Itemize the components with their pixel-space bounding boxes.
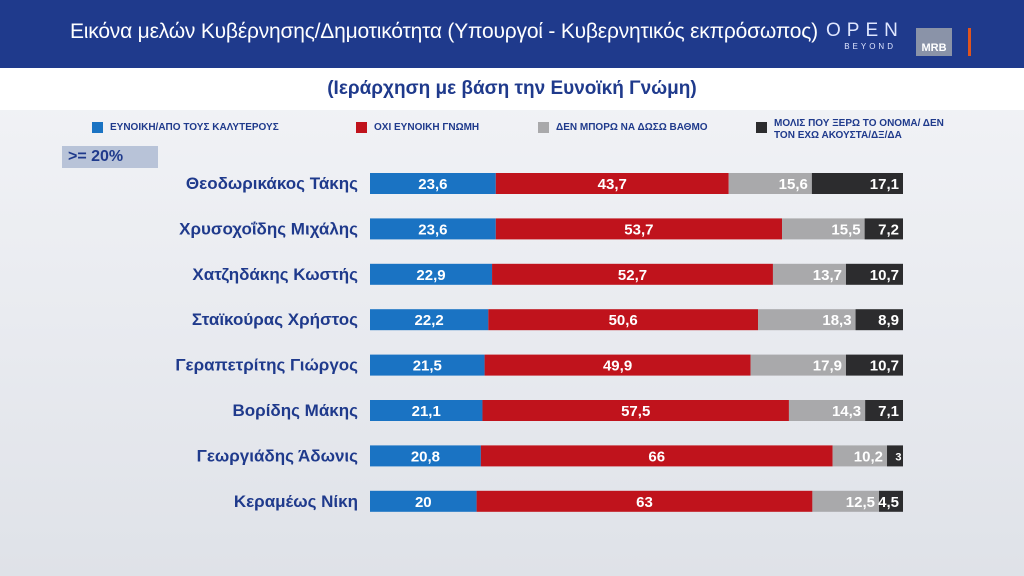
- bar-segment-cannot-rate: [750, 354, 846, 376]
- subtitle-bar: (Ιεράρχηση με βάση την Ευνοϊκή Γνώμη): [0, 68, 1024, 110]
- data-label-cannot-rate: 14,3: [832, 403, 861, 420]
- data-label-cannot-rate: 15,5: [831, 221, 860, 238]
- row-label: Βορίδης Μάκης: [233, 401, 359, 420]
- row-label: Σταϊκούρας Χρήστος: [192, 310, 358, 329]
- bar-segment-favorable: [370, 173, 496, 194]
- row-label: Χατζηδάκης Κωστής: [192, 265, 358, 284]
- bar-segment-cannot-rate: [728, 173, 812, 194]
- bar-segment-unknown: [855, 309, 903, 331]
- data-label-cannot-rate: 12,5: [846, 494, 875, 511]
- data-label-unknown: 10,7: [870, 358, 899, 375]
- threshold-badge: >= 20%: [62, 146, 158, 168]
- data-label-favorable: 21,5: [413, 358, 442, 375]
- data-label-favorable: 22,9: [416, 267, 445, 284]
- data-label-unfavorable: 49,9: [603, 358, 632, 375]
- bar-segment-unfavorable: [482, 400, 789, 421]
- bar-segment-favorable: [370, 445, 481, 467]
- data-label-unknown: 3: [895, 451, 901, 463]
- data-label-cannot-rate: 13,7: [813, 267, 842, 284]
- open-logo-text: OPEN: [826, 20, 904, 41]
- bar-segment-favorable: [370, 218, 496, 240]
- row-label: Γεωργιάδης Άδωνις: [197, 446, 359, 465]
- row-label: Θεοδωρικάκος Τάκης: [186, 174, 358, 193]
- data-label-cannot-rate: 17,9: [813, 358, 842, 375]
- bar-segment-cannot-rate: [758, 309, 856, 331]
- bar-segment-favorable: [370, 400, 483, 421]
- row-label: Κεραμέως Νίκη: [234, 492, 358, 511]
- legend-label-unfavorable: ΟΧΙ ΕΥΝΟΙΚΗ ΓΝΩΜΗ: [374, 122, 480, 133]
- data-label-unfavorable: 43,7: [598, 176, 627, 193]
- chart-subtitle: (Ιεράρχηση με βάση την Ευνοϊκή Γνώμη): [327, 78, 697, 99]
- bar-segment-unfavorable: [495, 173, 729, 194]
- data-label-unfavorable: 66: [648, 448, 665, 465]
- data-label-favorable: 20: [415, 494, 432, 511]
- data-label-favorable: 21,1: [412, 403, 441, 420]
- mrb-logo: MRB: [916, 28, 952, 56]
- bar-segment-favorable: [370, 263, 493, 285]
- bar-segment-favorable: [370, 354, 485, 376]
- legend-swatch-unfavorable: [356, 122, 367, 133]
- legend-label-favorable: ΕΥΝΟΙΚΗ/ΑΠΟ ΤΟΥΣ ΚΑΛΥΤΕΡΟΥΣ: [110, 122, 279, 133]
- bar-segment-unknown: [879, 490, 903, 512]
- bar-segment-cannot-rate: [788, 400, 866, 421]
- data-label-favorable: 23,6: [418, 221, 447, 238]
- data-label-unknown: 4,5: [878, 494, 899, 511]
- data-label-unknown: 8,9: [878, 312, 899, 329]
- header-bar: Εικόνα μελών Κυβέρνησης/Δημοτικότητα (Υπ…: [0, 0, 1024, 68]
- data-label-unfavorable: 50,6: [609, 312, 638, 329]
- header-title: Εικόνα μελών Κυβέρνησης/Δημοτικότητα (Υπ…: [70, 20, 818, 43]
- bar-segment-unknown: [887, 445, 903, 467]
- bar-segment-cannot-rate: [832, 445, 888, 467]
- data-label-cannot-rate: 10,2: [854, 448, 883, 465]
- row-label: Χρυσοχοΐδης Μιχάλης: [179, 219, 358, 238]
- bar-segment-cannot-rate: [772, 263, 846, 285]
- legend-swatch-favorable: [92, 122, 103, 133]
- bar-segment-cannot-rate: [782, 218, 865, 240]
- data-label-favorable: 23,6: [418, 176, 447, 193]
- legend-label-unknown: ΜΟΛΙΣ ΠΟΥ ΞΕΡΩ ΤΟ ΟΝΟΜΑ/ ΔΕΝ ΤΟΝ ΕΧΩ ΑΚΟ…: [774, 118, 944, 141]
- data-label-unfavorable: 63: [636, 494, 653, 511]
- data-label-unknown: 17,1: [870, 176, 899, 193]
- data-label-favorable: 20,8: [411, 448, 440, 465]
- bar-segment-unfavorable: [492, 263, 773, 285]
- data-label-unknown: 10,7: [870, 267, 899, 284]
- data-label-cannot-rate: 18,3: [822, 312, 851, 329]
- data-label-unfavorable: 57,5: [621, 403, 650, 420]
- bar-segment-favorable: [370, 309, 489, 331]
- legend-swatch-unknown: [756, 122, 767, 133]
- data-label-unknown: 7,1: [878, 403, 899, 420]
- bar-segment-unfavorable: [488, 309, 759, 331]
- open-logo: OPEN BEYOND: [826, 20, 904, 58]
- data-label-unfavorable: 53,7: [624, 221, 653, 238]
- row-label: Γεραπετρίτης Γιώργος: [175, 356, 358, 375]
- legend-swatch-cannot-rate: [538, 122, 549, 133]
- bar-segment-unfavorable: [495, 218, 783, 240]
- data-label-cannot-rate: 15,6: [779, 176, 808, 193]
- bar-segment-unfavorable: [484, 354, 751, 376]
- bar-segment-unknown: [845, 354, 903, 376]
- bar-segment-unfavorable: [480, 445, 833, 467]
- bar-segment-cannot-rate: [812, 490, 880, 512]
- bar-segment-unknown: [865, 400, 903, 421]
- bar-segment-unknown: [864, 218, 903, 240]
- open-logo-subtext: BEYOND: [844, 42, 896, 51]
- bar-segment-favorable: [370, 490, 477, 512]
- bar-segment-unknown: [811, 173, 903, 194]
- legend-label-cannot-rate: ΔΕΝ ΜΠΟΡΩ ΝΑ ΔΩΣΩ ΒΑΘΜΟ: [556, 122, 708, 133]
- data-label-favorable: 22,2: [415, 312, 444, 329]
- header-accent-line: [968, 28, 971, 56]
- data-label-unknown: 7,2: [878, 221, 899, 238]
- bar-segment-unknown: [845, 263, 903, 285]
- data-label-unfavorable: 52,7: [618, 267, 647, 284]
- bar-segment-unfavorable: [476, 490, 813, 512]
